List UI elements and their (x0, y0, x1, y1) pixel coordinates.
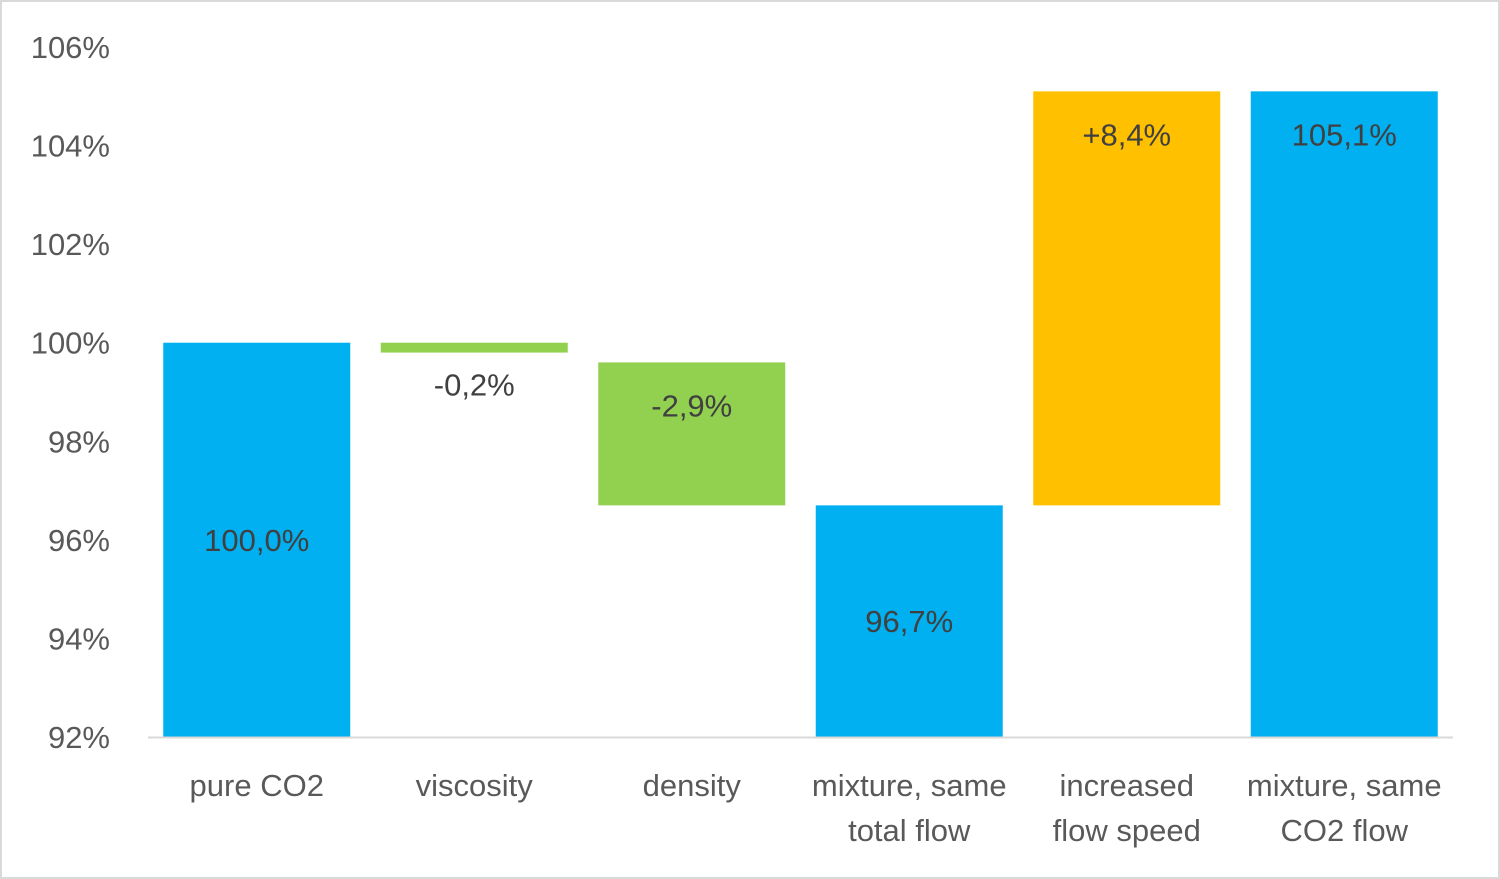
data-labels-group: 100,0% -0,2% -2,9% 96,7% +8,4% 105,1% (204, 117, 1397, 639)
bars-group (163, 91, 1438, 738)
data-label: 96,7% (865, 604, 953, 639)
y-tick-label: 96% (48, 523, 110, 558)
data-label: +8,4% (1082, 117, 1171, 152)
data-label: 105,1% (1292, 117, 1397, 152)
bar-total (1250, 91, 1438, 738)
y-tick-label: 104% (31, 129, 110, 164)
data-label: -2,9% (651, 388, 732, 423)
y-tick-label: 106% (31, 30, 110, 65)
y-tick-label: 92% (48, 720, 110, 755)
category-label: density (643, 768, 742, 803)
category-labels-group: pure CO2 viscosity density mixture, same tot… (190, 768, 1442, 848)
category-label: viscosity (416, 768, 534, 803)
category-label: mixture, same (812, 768, 1007, 803)
data-label: 100,0% (204, 523, 309, 558)
category-label: flow speed (1053, 813, 1201, 848)
data-label: -0,2% (434, 368, 515, 403)
bar-total (815, 505, 1003, 737)
bar-decrease (380, 342, 568, 353)
y-tick-label: 102% (31, 227, 110, 262)
y-tick-label: 98% (48, 424, 110, 459)
y-tick-label: 94% (48, 621, 110, 656)
y-axis-tick-labels: 92% 94% 96% 98% 100% 102% 104% 106% (31, 30, 110, 755)
category-label: total flow (848, 813, 971, 848)
bar-increase (1033, 91, 1221, 506)
category-label: increased (1060, 768, 1194, 803)
category-label: mixture, same (1247, 768, 1442, 803)
y-tick-label: 100% (31, 326, 110, 361)
category-label: CO2 flow (1281, 813, 1409, 848)
bar-total (163, 342, 351, 737)
bar-decrease (598, 362, 786, 506)
category-label: pure CO2 (190, 768, 324, 803)
